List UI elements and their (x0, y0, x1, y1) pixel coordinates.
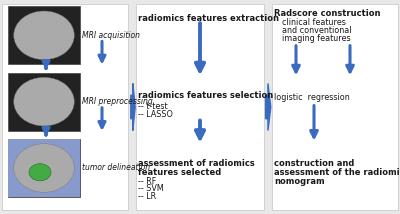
Text: -- LASSO: -- LASSO (138, 110, 173, 119)
Ellipse shape (14, 144, 74, 192)
FancyBboxPatch shape (272, 4, 398, 210)
Text: Radscore construction: Radscore construction (274, 9, 380, 18)
FancyBboxPatch shape (8, 73, 80, 131)
Text: features selected: features selected (138, 168, 221, 177)
Text: assessment of the radiomics: assessment of the radiomics (274, 168, 400, 177)
Text: clinical features: clinical features (282, 18, 346, 27)
Text: -- t-test: -- t-test (138, 102, 168, 111)
Text: logistic  regression: logistic regression (274, 93, 350, 102)
Text: and conventional: and conventional (282, 26, 352, 35)
Text: MRI acquisition: MRI acquisition (82, 31, 140, 40)
FancyBboxPatch shape (8, 139, 80, 197)
Text: tumor delineation: tumor delineation (82, 163, 150, 172)
Ellipse shape (14, 77, 74, 126)
Text: -- SVM: -- SVM (138, 184, 164, 193)
Ellipse shape (14, 11, 74, 59)
Text: -- RF: -- RF (138, 177, 156, 186)
Text: construction and: construction and (274, 159, 354, 168)
Polygon shape (131, 83, 135, 131)
FancyBboxPatch shape (8, 139, 80, 197)
Text: imaging features: imaging features (282, 34, 351, 43)
FancyBboxPatch shape (2, 4, 128, 210)
Text: -- LR: -- LR (138, 192, 156, 201)
Text: assessment of radiomics: assessment of radiomics (138, 159, 255, 168)
FancyBboxPatch shape (136, 4, 264, 210)
Text: MRI preprocessing: MRI preprocessing (82, 97, 153, 106)
Text: nomogram: nomogram (274, 177, 325, 186)
Ellipse shape (29, 164, 51, 181)
Text: radiomics features extraction: radiomics features extraction (138, 14, 279, 23)
Text: radiomics features selection: radiomics features selection (138, 91, 273, 100)
Polygon shape (266, 83, 271, 131)
FancyBboxPatch shape (8, 6, 80, 64)
